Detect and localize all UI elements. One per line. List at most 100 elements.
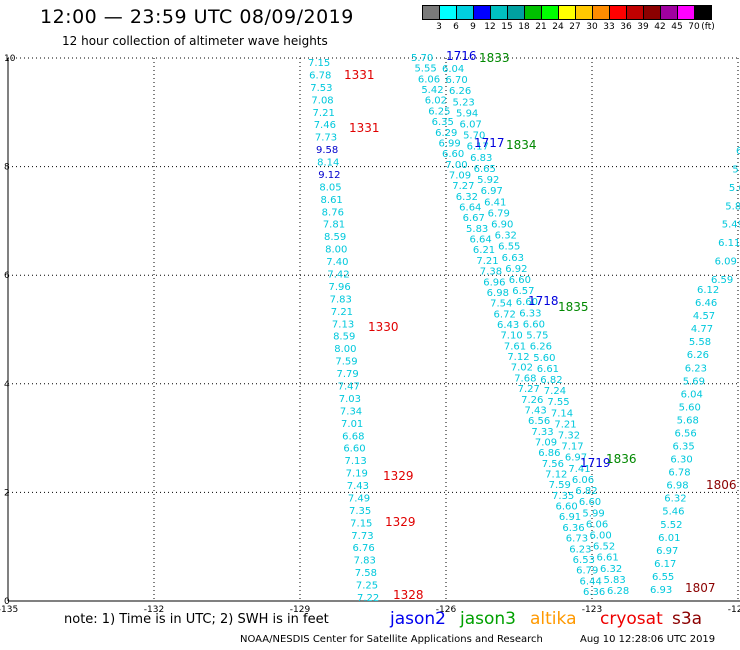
wave-height-value: 8.00 (334, 344, 356, 355)
wave-height-value: 7.61 (504, 341, 526, 352)
wave-height-value: 5.60 (679, 402, 701, 413)
wave-height-value: 6.00 (589, 530, 611, 541)
wave-height-value: 7.10 (500, 331, 522, 342)
wave-height-value: 5.52 (660, 520, 682, 531)
wave-height-value: 7.15 (350, 518, 372, 529)
wave-height-value: 6.92 (505, 264, 527, 275)
legend-label: 15 (501, 22, 513, 32)
wave-height-value: 7.46 (314, 120, 336, 131)
wave-height-value: 6.17 (467, 142, 489, 153)
pass-number-label: 1833 (479, 51, 510, 65)
wave-height-value: 6.60 (579, 497, 601, 508)
wave-height-value: 4.77 (691, 324, 713, 335)
wave-height-value: 5.70 (463, 131, 485, 142)
wave-height-value: 7.43 (525, 405, 547, 416)
wave-height-value: 7.14 (551, 408, 573, 419)
wave-height-value: 6.82 (540, 375, 562, 386)
wave-height-value: 7.32 (558, 431, 580, 442)
wave-height-value: 7.96 (329, 282, 351, 293)
wave-height-value: 6.76 (352, 543, 374, 554)
wave-height-value: 5.58 (689, 337, 711, 348)
wave-height-value: 6.23 (685, 363, 707, 374)
wave-height-value: 6.60 (555, 502, 577, 513)
pass-number-label: 1836 (606, 452, 637, 466)
lat-tick-label: 0 (4, 597, 10, 607)
wave-height-value: 6.11 (718, 238, 740, 249)
wave-height-value: 6.32 (495, 231, 517, 242)
wave-height-value: 6.73 (566, 534, 588, 545)
wave-height-value: 6.56 (675, 428, 697, 439)
legend-label: 6 (453, 22, 459, 32)
wave-height-value: 8.61 (321, 195, 343, 206)
wave-height-value: 5.6 (729, 183, 740, 194)
wave-height-value: 6.21 (473, 245, 495, 256)
wave-height-value: 7.73 (351, 531, 373, 542)
wave-height-value: 7.13 (332, 319, 354, 330)
wave-height-value: 7.55 (547, 397, 569, 408)
wave-height-value: 6.06 (418, 74, 440, 85)
wave-height-value: 6.63 (502, 253, 524, 264)
wave-height-value: 6.68 (342, 431, 364, 442)
legend-label: 42 (654, 22, 666, 32)
wave-height-value: 5.70 (411, 53, 433, 64)
wave-height-value: 6.43 (497, 320, 519, 331)
wave-height-value: 5 (732, 164, 738, 175)
wave-height-value: 7.09 (449, 170, 471, 181)
wave-height-value: 7.00 (445, 160, 467, 171)
wave-height-value: 7.83 (354, 556, 376, 567)
wave-height-value: 6.64 (469, 235, 491, 246)
wave-height-value: 6.78 (309, 70, 331, 81)
wave-height-value: 5.49 (722, 220, 740, 231)
wave-height-value: 6.91 (559, 512, 581, 523)
wave-height-value: 6.26 (449, 86, 471, 97)
wave-height-value: 6.44 (580, 576, 602, 587)
wave-height-value: 7.59 (335, 357, 357, 368)
wave-height-value: 7.21 (476, 256, 498, 267)
wave-height-value: 9.12 (318, 170, 340, 181)
wave-height-value: 6.56 (528, 416, 550, 427)
wave-height-value: 6.64 (459, 203, 481, 214)
wave-height-value: 7.26 (521, 395, 543, 406)
wave-height-value: 6.36 (583, 587, 605, 598)
wave-height-value: 7.01 (341, 419, 363, 430)
legend-label: 12 (484, 22, 496, 32)
wave-height-value: 6.67 (463, 213, 485, 224)
wave-height-value: 5.99 (582, 508, 604, 519)
legend-label: 9 (470, 22, 476, 32)
map-title: 12:00 — 23:59 UTC 08/09/2019 (40, 6, 354, 28)
wave-height-value: 5.83 (466, 224, 488, 235)
wave-height-value: 6.33 (519, 308, 541, 319)
wave-height-value: 6.29 (435, 128, 457, 139)
wave-height-value: 7.35 (349, 506, 371, 517)
wave-height-value: 6.93 (650, 585, 672, 596)
wave-height-value: 7.03 (339, 394, 361, 405)
wave-height-value: 6.55 (498, 242, 520, 253)
wave-height-value: 7.02 (511, 363, 533, 374)
wave-height-value: 6.23 (569, 544, 591, 555)
wave-height-value: 6.36 (562, 523, 584, 534)
legend-label: 45 (671, 22, 683, 32)
pass-number-label: 1331 (349, 121, 380, 135)
wave-height-value: 5.8 (725, 201, 740, 212)
legend-label: 27 (569, 22, 581, 32)
satellite-name: jason2 (390, 609, 446, 629)
wave-height-value: 6.57 (512, 286, 534, 297)
pass-number-label: 1718 (528, 294, 559, 308)
wave-height-value: 7.53 (310, 83, 332, 94)
wave-height-value: 7.42 (327, 270, 349, 281)
lon-tick-label: -120 (728, 605, 740, 615)
wave-height-value: 6.53 (573, 555, 595, 566)
wave-height-value: 7.08 (311, 95, 333, 106)
wave-height-value: 6.83 (470, 153, 492, 164)
pass-number-label: 1329 (383, 469, 414, 483)
wave-height-value: 6.35 (432, 117, 454, 128)
legend-label: 24 (552, 22, 564, 32)
wave-height-value: 6.60 (516, 297, 538, 308)
legend-label: 33 (603, 22, 615, 32)
lat-tick-label: 6 (4, 271, 10, 281)
wave-height-value: 6.26 (530, 342, 552, 353)
satellite-name: s3a (672, 609, 703, 629)
wave-height-value: 8.59 (324, 232, 346, 243)
pass-number-label: 1329 (385, 515, 416, 529)
lon-tick-label: -135 (0, 605, 18, 615)
